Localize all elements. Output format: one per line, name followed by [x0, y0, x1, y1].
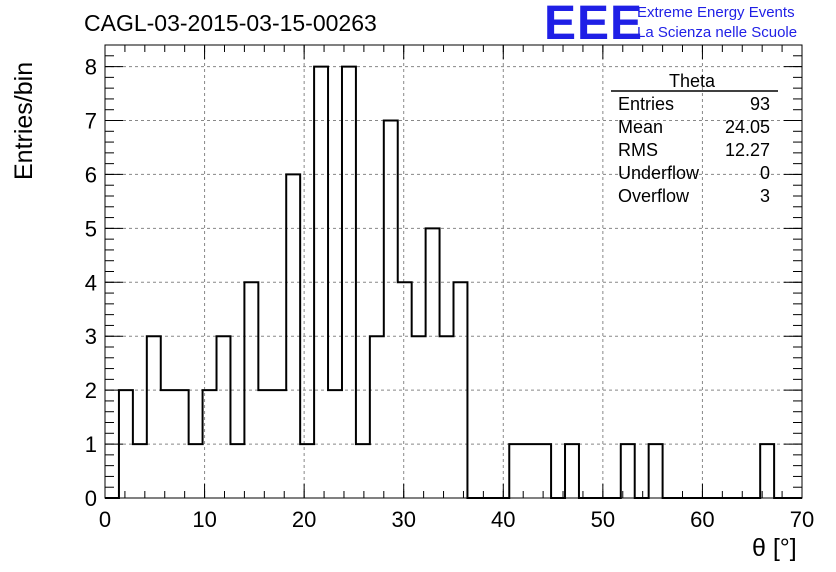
y-tick-label: 1: [85, 432, 97, 457]
histogram-bin: [760, 444, 774, 498]
y-tick-label: 4: [85, 270, 97, 295]
histogram-bin: [147, 336, 161, 498]
histogram-bin: [258, 390, 272, 498]
histogram-bin: [621, 444, 635, 498]
y-tick-label: 3: [85, 324, 97, 349]
stats-label: Mean: [618, 117, 663, 137]
y-tick-label: 6: [85, 162, 97, 187]
histogram-bin: [217, 336, 231, 498]
eee-logo: EEE: [544, 0, 644, 50]
histogram-bin: [565, 444, 579, 498]
x-tick-label: 10: [192, 507, 216, 532]
histogram-series: [105, 65, 802, 499]
x-tick-label: 60: [690, 507, 714, 532]
axis-ticks: [104, 45, 803, 499]
stats-value: 24.05: [725, 117, 770, 137]
y-tick-label: 7: [85, 109, 97, 134]
stats-value: 93: [750, 94, 770, 114]
histogram-bin: [175, 390, 189, 498]
stats-rows: Entries 93 Mean 24.05 RMS 12.27 Underflow 0 Over…: [618, 94, 770, 206]
histogram-bin: [189, 444, 203, 498]
plot-frame: [104, 44, 803, 499]
histogram-bin: [509, 444, 523, 498]
stats-value: 3: [760, 186, 770, 206]
y-tick-label: 8: [85, 55, 97, 80]
stats-label: Entries: [618, 94, 674, 114]
x-tick-label: 40: [491, 507, 515, 532]
histogram-bin: [412, 336, 426, 498]
histogram-bin: [537, 444, 551, 498]
x-axis-label: θ [°]: [752, 534, 797, 562]
histogram-bin: [426, 228, 440, 498]
y-tick-label: 2: [85, 378, 97, 403]
histogram-bin: [384, 121, 398, 499]
stats-value: 0: [760, 163, 770, 183]
histogram-outline: [105, 65, 802, 499]
histogram-bin: [356, 444, 370, 498]
x-tick-label: 50: [591, 507, 615, 532]
logo-subtitle-line1: Extreme Energy Events: [637, 4, 795, 21]
stats-title: Theta: [669, 71, 716, 91]
logo-subtitle-line2: La Scienza nelle Scuole: [637, 24, 798, 41]
y-tick-label: 0: [85, 486, 97, 511]
x-tick-label: 0: [99, 507, 111, 532]
histogram-bin: [523, 444, 537, 498]
y-tick-label: 5: [85, 216, 97, 241]
chart-title: CAGL-03-2015-03-15-00263: [84, 10, 377, 36]
histogram-bin: [300, 444, 314, 498]
stats-label: Underflow: [618, 163, 700, 183]
histogram-bin: [230, 444, 244, 498]
x-tick-label: 70: [790, 507, 814, 532]
grid: [105, 45, 802, 498]
stats-value: 12.27: [725, 140, 770, 160]
stats-label: RMS: [618, 140, 658, 160]
histogram-bin: [133, 444, 147, 498]
histogram-bin: [440, 336, 454, 498]
stats-box: Theta Entries 93 Mean 24.05 RMS 12.27 Underflo…: [611, 71, 778, 206]
histogram-bin: [649, 444, 663, 498]
x-tick-label: 20: [292, 507, 316, 532]
x-tick-label: 30: [391, 507, 415, 532]
stats-label: Overflow: [618, 186, 690, 206]
histogram-bin: [370, 336, 384, 498]
